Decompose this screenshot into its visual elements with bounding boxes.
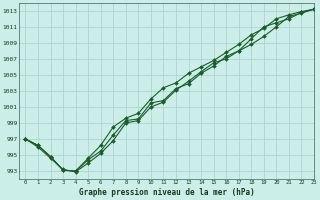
- X-axis label: Graphe pression niveau de la mer (hPa): Graphe pression niveau de la mer (hPa): [79, 188, 254, 197]
